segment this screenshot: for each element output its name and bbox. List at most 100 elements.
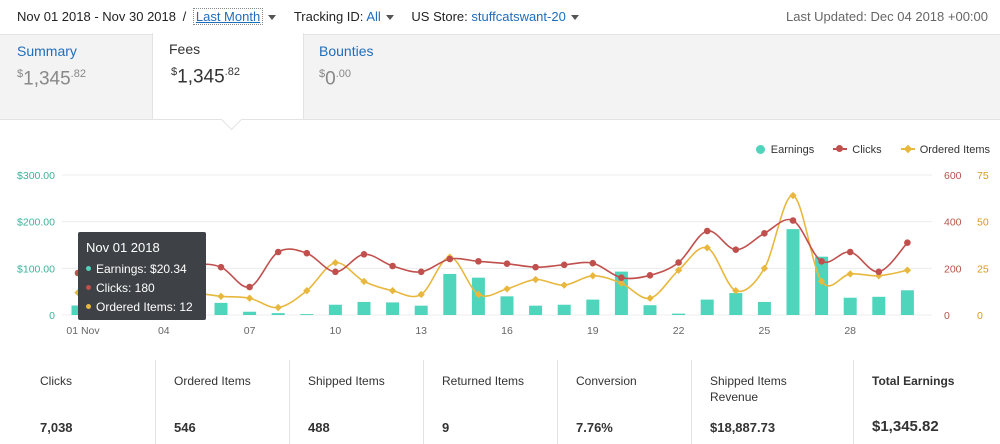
chevron-down-icon[interactable] bbox=[268, 15, 277, 21]
stat-value: $1,345.82 bbox=[872, 418, 939, 435]
stat-conversion: Conversion 7.76% bbox=[557, 360, 691, 444]
earnings-bar bbox=[300, 314, 314, 315]
tracking-id-dropdown[interactable]: All bbox=[366, 9, 397, 24]
stat-label: Shipped Items bbox=[308, 374, 385, 388]
x-tick-label: 10 bbox=[330, 325, 342, 337]
stat-label: Total Earnings bbox=[872, 374, 955, 388]
stat-label: Shipped Items Revenue bbox=[710, 374, 787, 404]
clicks-point bbox=[246, 283, 253, 291]
tracking-id-value[interactable]: All bbox=[366, 9, 381, 24]
earnings-bar bbox=[786, 229, 800, 315]
clicks-point bbox=[446, 255, 454, 263]
filter-group: Nov 01 2018 - Nov 30 2018 / Last Month T… bbox=[17, 8, 579, 25]
earnings-bar bbox=[815, 256, 829, 315]
tab-fees-title[interactable]: Fees bbox=[169, 41, 201, 57]
ordered-items-point bbox=[560, 281, 568, 289]
y-items-tick-label: 50 bbox=[977, 217, 989, 229]
earnings-bar bbox=[557, 304, 571, 315]
earnings-bar bbox=[843, 297, 857, 315]
earnings-bar bbox=[500, 296, 514, 315]
x-tick-label: 13 bbox=[415, 325, 427, 337]
stat-value: 7,038 bbox=[40, 420, 73, 435]
legend-item-clicks[interactable]: Clicks bbox=[833, 144, 882, 156]
tab-bounties[interactable]: Bounties $0.00 bbox=[319, 43, 373, 90]
store-label: US Store: bbox=[411, 9, 468, 24]
period-dropdown[interactable]: Last Month bbox=[192, 8, 280, 25]
clicks-point bbox=[303, 249, 311, 257]
currency-symbol: $ bbox=[171, 66, 178, 78]
clicks-point bbox=[274, 248, 282, 256]
earnings-legend-marker bbox=[755, 145, 765, 154]
tooltip-ordered-items-text: Ordered Items: 12 bbox=[96, 300, 193, 314]
date-separator: / bbox=[182, 9, 187, 24]
ordered-items-point bbox=[531, 275, 540, 284]
amount-whole: 1,345 bbox=[23, 68, 71, 90]
store-value[interactable]: stuffcatswant-20 bbox=[471, 9, 566, 24]
clicks-point bbox=[818, 258, 825, 265]
legend-clicks-label[interactable]: Clicks bbox=[852, 144, 882, 156]
tab-summary[interactable]: Summary $1,345.82 bbox=[17, 43, 86, 90]
chart-tooltip: Nov 01 2018 Earnings: $20.34 Clicks: 180… bbox=[78, 232, 206, 320]
y-left-tick-label: $200.00 bbox=[17, 217, 55, 229]
stat-label: Ordered Items bbox=[174, 374, 251, 388]
stat-label: Conversion bbox=[576, 374, 637, 388]
tooltip-clicks: Clicks: 180 bbox=[86, 281, 206, 295]
legend-item-earnings[interactable]: Earnings bbox=[755, 144, 815, 156]
earnings-bar bbox=[414, 305, 428, 315]
ordered-items-point bbox=[760, 264, 769, 273]
tooltip-ordered-items: Ordered Items: 12 bbox=[86, 300, 206, 314]
ordered-items-point bbox=[217, 292, 225, 301]
earnings-bar bbox=[900, 290, 914, 315]
ordered-items-point bbox=[646, 294, 654, 302]
ordered-items-point bbox=[503, 285, 511, 293]
x-tick-label: 28 bbox=[844, 325, 856, 337]
report-tabs: Summary $1,345.82 Fees $1,345.82 Bountie… bbox=[0, 33, 1000, 131]
date-range-text: Nov 01 2018 - Nov 30 2018 bbox=[17, 9, 176, 24]
y-items-tick-label: 0 bbox=[977, 310, 983, 322]
ordered-items-legend-marker bbox=[900, 144, 915, 154]
earnings-bar bbox=[271, 313, 285, 315]
stat-shipped-items-revenue: Shipped Items Revenue $18,887.73 bbox=[691, 360, 853, 444]
amount-whole: 1,345 bbox=[177, 66, 225, 88]
legend-earnings-label[interactable]: Earnings bbox=[770, 144, 815, 156]
chevron-down-icon[interactable] bbox=[570, 15, 579, 21]
tab-bounties-title[interactable]: Bounties bbox=[319, 43, 374, 59]
last-updated-text: Last Updated: Dec 04 2018 +00:00 bbox=[785, 9, 988, 24]
y-clicks-tick-label: 400 bbox=[944, 217, 962, 229]
earnings-bar bbox=[243, 311, 257, 315]
tab-summary-title[interactable]: Summary bbox=[17, 43, 77, 59]
clicks-point bbox=[532, 263, 539, 271]
stat-label: Clicks bbox=[40, 374, 72, 388]
x-tick-label: 16 bbox=[501, 325, 513, 337]
ordered-items-point bbox=[703, 244, 711, 252]
x-tick-label: 01 Nov bbox=[66, 325, 100, 337]
clicks-point bbox=[703, 227, 711, 235]
stat-total-earnings: Total Earnings $1,345.82 bbox=[853, 360, 1000, 444]
clicks-point bbox=[417, 268, 425, 276]
earnings-bar bbox=[529, 305, 543, 315]
stat-returned-items: Returned Items 9 bbox=[423, 360, 557, 444]
clicks-point bbox=[618, 274, 625, 281]
tooltip-clicks-text: Clicks: 180 bbox=[96, 281, 155, 295]
stat-clicks: Clicks 7,038 bbox=[22, 360, 155, 444]
clicks-point bbox=[904, 239, 911, 246]
summary-stats: Clicks 7,038 Ordered Items 546 Shipped I… bbox=[0, 360, 1000, 444]
chart-legend: Earnings Clicks Ordered Items bbox=[740, 144, 990, 156]
ordered-items-point bbox=[589, 272, 597, 280]
tab-fees[interactable]: Fees $1,345.82 bbox=[152, 33, 304, 131]
clicks-legend-marker bbox=[833, 145, 848, 152]
x-tick-label: 19 bbox=[587, 325, 599, 337]
chevron-down-icon[interactable] bbox=[385, 15, 394, 21]
stat-value: 546 bbox=[174, 420, 196, 435]
earnings-bar bbox=[386, 302, 400, 315]
legend-item-ordered-items[interactable]: Ordered Items bbox=[900, 144, 990, 156]
store-dropdown[interactable]: stuffcatswant-20 bbox=[471, 9, 579, 24]
legend-ordered-items-label[interactable]: Ordered Items bbox=[919, 144, 990, 156]
period-label[interactable]: Last Month bbox=[192, 8, 264, 25]
stat-shipped-items: Shipped Items 488 bbox=[289, 360, 423, 444]
clicks-point bbox=[217, 263, 225, 271]
y-left-tick-label: 0 bbox=[49, 310, 55, 322]
ordered-items-point bbox=[331, 259, 340, 267]
clicks-point bbox=[589, 259, 597, 267]
clicks-point bbox=[360, 251, 368, 258]
